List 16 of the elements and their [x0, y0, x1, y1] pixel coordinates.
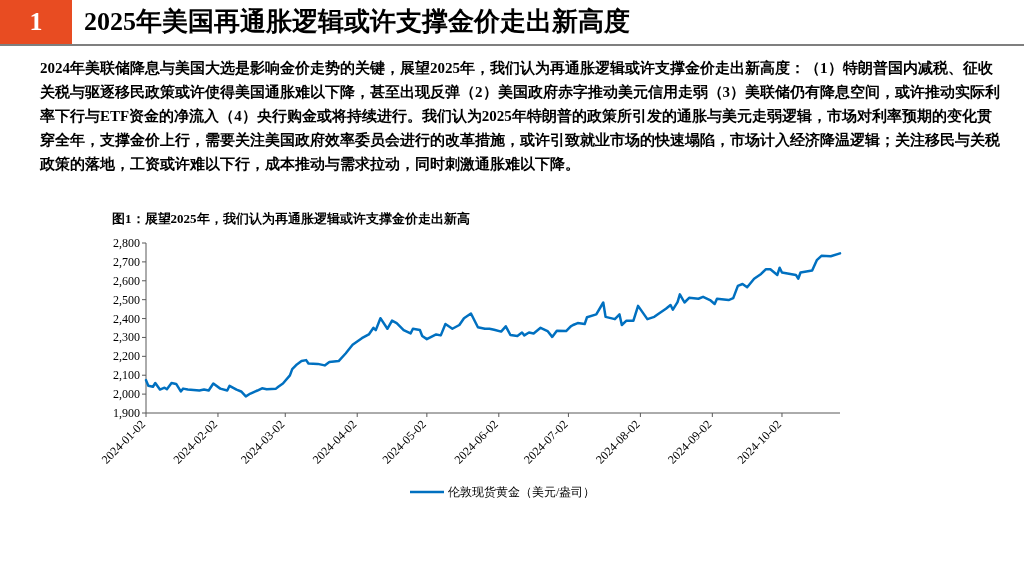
y-tick-label: 2,500: [113, 292, 140, 307]
y-tick-label: 2,100: [113, 368, 140, 383]
y-tick-label: 2,000: [113, 387, 140, 402]
y-tick-label: 2,400: [113, 311, 140, 326]
chart-title: 2025年美国再通胀逻辑或许支撑金价走出新高度: [84, 6, 630, 38]
y-tick-label: 2,800: [113, 236, 140, 250]
y-tick-label: 2,200: [113, 349, 140, 364]
text: 1: [0, 0, 72, 44]
chart-subtitle: 2024年美联储降息与美国大选是影响金价走势的关键，展望2025年，我们认为再通胀逻辑或许支撑金价走出新高度：（1）特朗普国内减税、征收关税与驱逐移民政策或许使得美国通胀难以下降，甚至出现反弹（2）美国政府赤字推动美元信用走弱（3）美联储仍有降息空间，或许推动实际利率下行与ETF资金的净流入（4）央行购金或将持续进行。我们认为2025年特朗普的政策所引发的通胀与美元走弱逻辑，市场对利率预期的变化贯穿全年，支撑金价上行，需要关注美国政府效率委员会进行的改革措施，或许引致就业市场的快速塌陷，市场计入经济降温逻辑；关注移民与关税政策的落地，工资或许难以下行，成本推动与需求拉动，同时刺激通胀难以下降。: [40, 59, 1000, 174]
y-tick-label: 2,600: [113, 273, 140, 288]
y-tick-label: 2,300: [113, 330, 140, 345]
line-series: [144, 252, 842, 398]
y-tick-label: 1,900: [113, 406, 140, 420]
caption: 图1：展望2025年，我们认为再通胀逻辑或许支撑金价走出新高: [112, 210, 470, 228]
y-tick-label: 2,700: [113, 254, 140, 269]
legend-label: 伦敦现货黄金（美元/盎司）: [448, 485, 596, 499]
